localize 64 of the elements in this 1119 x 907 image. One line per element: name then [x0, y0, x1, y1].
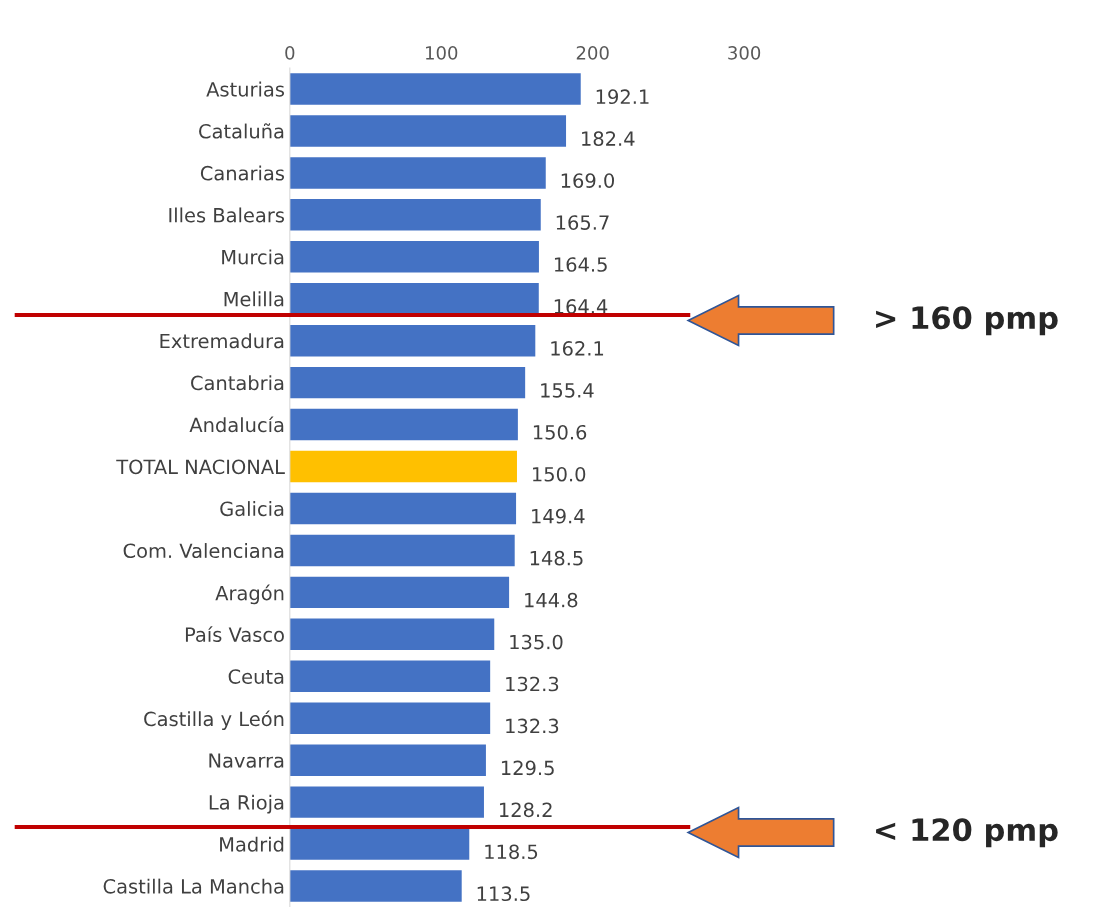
bar — [289, 366, 526, 399]
y-tick-label: Madrid — [220, 836, 284, 852]
data-label: 162.1 — [551, 341, 604, 356]
data-label: 164.5 — [554, 257, 607, 272]
bar — [289, 534, 515, 567]
bar — [289, 702, 491, 734]
data-label: 129.5 — [501, 760, 554, 776]
bar — [289, 115, 567, 147]
data-label: 150.6 — [533, 424, 587, 440]
data-label: 148.5 — [530, 550, 583, 566]
data-label: 165.7 — [556, 215, 609, 230]
data-label: 182.4 — [582, 131, 635, 146]
y-tick-label: Ceuta — [228, 669, 284, 684]
data-label: 128.2 — [499, 802, 552, 818]
y-tick-label: Canarias — [200, 165, 285, 181]
data-label: 118.5 — [485, 844, 538, 860]
data-label: 169.0 — [561, 173, 615, 188]
y-tick-label: Aragón — [215, 584, 284, 605]
bar — [289, 324, 536, 357]
bar — [289, 870, 462, 902]
data-label: 150.0 — [533, 466, 586, 482]
data-label: 113.5 — [477, 886, 530, 902]
bar — [289, 241, 539, 273]
y-tick-label: Navarra — [209, 753, 284, 768]
y-tick-label: Extremadura — [160, 333, 284, 349]
y-tick-label: Castilla y León — [144, 710, 284, 731]
data-label: 155.4 — [541, 383, 594, 398]
bar — [289, 450, 517, 483]
text: > 160 pmp — [876, 306, 1058, 336]
data-label: 132.3 — [506, 676, 559, 692]
y-tick-label: Com. Valenciana — [123, 543, 284, 559]
y-tick-label: Galicia — [220, 501, 284, 517]
data-label: 192.1 — [596, 89, 649, 105]
y-tick-label: Andalucía — [189, 416, 284, 433]
bar — [289, 786, 484, 818]
x-tick-label: 0 — [285, 46, 295, 60]
bar — [289, 492, 517, 525]
bar — [289, 828, 470, 860]
bar — [289, 744, 486, 776]
bar — [289, 73, 581, 105]
y-tick-label: País Vasco — [185, 626, 284, 642]
y-tick-label: La Rioja — [209, 794, 284, 814]
data-label: 135.0 — [510, 634, 563, 650]
y-tick-label: Melilla — [224, 291, 284, 307]
y-tick-label: Illes Balears — [169, 207, 285, 223]
bar — [289, 576, 510, 609]
y-tick-label: Murcia — [222, 249, 284, 265]
bar — [289, 157, 546, 189]
y-tick-label: Castilla La Mancha — [103, 878, 284, 894]
data-label: 144.8 — [525, 592, 578, 608]
x-tick-label: 100 — [426, 46, 458, 60]
y-tick-label: Asturias — [206, 81, 285, 97]
y-tick-label: Cantabria — [191, 375, 284, 391]
y-tick-label: Cataluña — [199, 123, 284, 139]
text: < 120 pmp — [876, 818, 1058, 848]
bar — [289, 618, 495, 651]
bar — [289, 408, 518, 441]
y-tick-label: TOTAL NACIONAL — [116, 459, 285, 475]
bar — [289, 660, 491, 693]
data-label: 149.4 — [532, 508, 585, 524]
bar — [289, 199, 541, 231]
x-tick-label: 200 — [576, 46, 609, 60]
data-label: 132.3 — [506, 718, 559, 734]
x-tick-label: 300 — [728, 46, 761, 60]
